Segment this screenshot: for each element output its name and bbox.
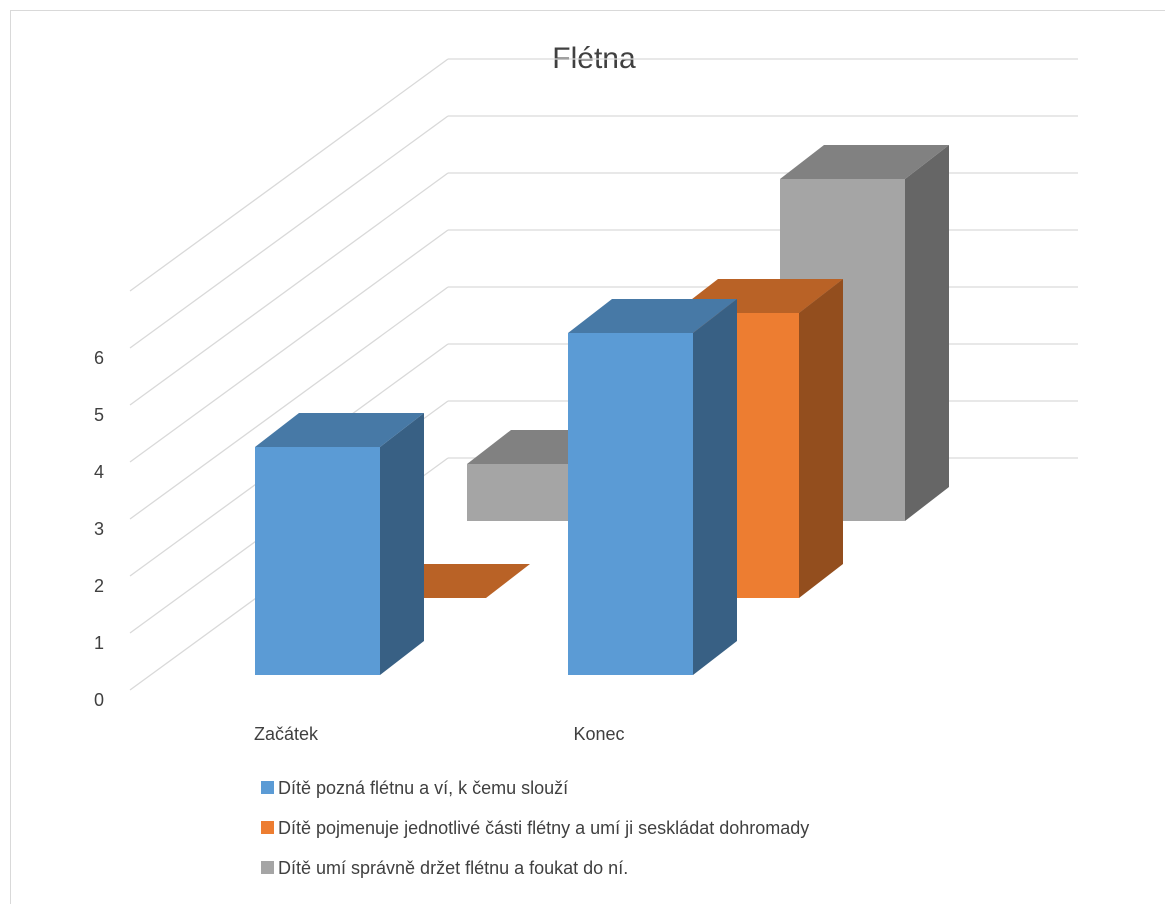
x-tick-label: Konec: [573, 724, 624, 744]
x-tick-label: Začátek: [254, 724, 319, 744]
legend-swatch: [261, 821, 274, 834]
gridline-side: [129, 229, 449, 463]
gridline-side: [129, 115, 449, 349]
y-tick-label: 4: [94, 462, 104, 482]
bar-side: [693, 299, 737, 675]
legend: Dítě pozná flétnu a ví, k čemu slouží Dít…: [261, 778, 809, 878]
bar-top: [255, 413, 424, 447]
bar-front: [568, 333, 693, 675]
bars: [255, 145, 949, 675]
bar-top: [780, 145, 949, 179]
y-tick-label: 1: [94, 633, 104, 653]
bar-side: [380, 413, 424, 675]
bar-front: [255, 447, 380, 675]
legend-item: Dítě pojmenuje jednotlivé části flétny a…: [261, 818, 809, 838]
bar-side: [799, 279, 843, 598]
gridline-side: [129, 172, 449, 406]
bar-top: [568, 299, 737, 333]
y-tick-label: 5: [94, 405, 104, 425]
y-tick-label: 3: [94, 519, 104, 539]
bar: [568, 299, 737, 675]
bar-side: [905, 145, 949, 521]
gridline-side: [129, 58, 449, 292]
legend-item: Dítě pozná flétnu a ví, k čemu slouží: [261, 778, 568, 798]
y-tick-label: 0: [94, 690, 104, 710]
bar: [255, 413, 424, 675]
x-axis-ticks: Začátek Konec: [254, 724, 625, 744]
legend-label: Dítě pojmenuje jednotlivé části flétny a…: [278, 818, 809, 838]
legend-label: Dítě pozná flétnu a ví, k čemu slouží: [278, 778, 568, 798]
legend-swatch: [261, 781, 274, 794]
y-tick-label: 6: [94, 348, 104, 368]
chart-frame: [10, 10, 1165, 904]
y-axis-ticks: 0 1 2 3 4 5 6: [94, 348, 104, 710]
legend-item: Dítě umí správně držet flétnu a foukat d…: [261, 858, 628, 878]
y-tick-label: 2: [94, 576, 104, 596]
legend-label: Dítě umí správně držet flétnu a foukat d…: [278, 858, 628, 878]
legend-swatch: [261, 861, 274, 874]
gridline-side: [129, 286, 449, 520]
